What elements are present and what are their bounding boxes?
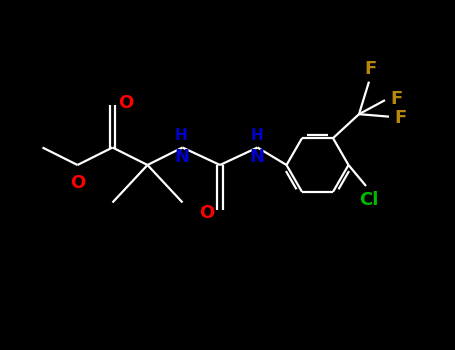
Text: O: O — [70, 174, 85, 192]
Text: H: H — [250, 127, 263, 142]
Text: O: O — [199, 203, 214, 222]
Text: F: F — [390, 90, 402, 108]
Text: N: N — [174, 148, 189, 167]
Text: N: N — [249, 148, 264, 167]
Text: F: F — [364, 60, 376, 78]
Text: O: O — [118, 93, 134, 112]
Text: Cl: Cl — [359, 191, 378, 209]
Text: F: F — [394, 108, 406, 127]
Text: H: H — [175, 127, 188, 142]
